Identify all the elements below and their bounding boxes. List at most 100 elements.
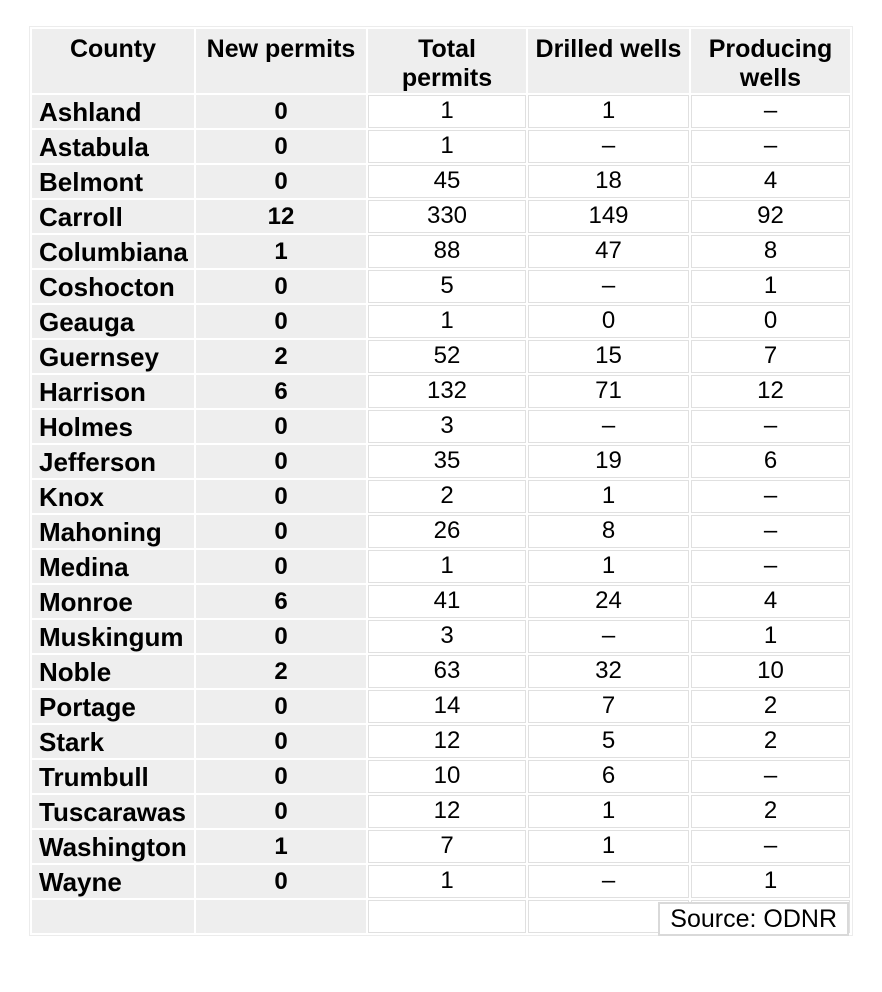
producing-wells-cell: 1 (691, 865, 850, 898)
header-row: County New permits Total permits Drilled… (32, 29, 850, 93)
drilled-wells-cell: 15 (528, 340, 689, 373)
table-row: Holmes 0 3– – (32, 410, 850, 443)
table-row: Tuscarawas 0 12 1 2 (32, 795, 850, 828)
table-row: Portage 0 14 7 2 (32, 690, 850, 723)
new-permits-cell: 6 (196, 585, 366, 618)
county-cell: Washington (32, 830, 194, 863)
col-header-drilled-wells: Drilled wells (528, 29, 689, 93)
new-permits-cell: 0 (196, 795, 366, 828)
permits-table: County New permits Total permits Drilled… (29, 26, 853, 936)
source-note: Source: ODNR (658, 902, 849, 936)
county-cell: Mahoning (32, 515, 194, 548)
total-permits-cell: 45 (368, 165, 526, 198)
table-row: Astabula 0 1– – (32, 130, 850, 163)
total-permits-cell: 1 (368, 95, 526, 128)
drilled-wells-cell: 8 (528, 515, 689, 548)
county-cell: Trumbull (32, 760, 194, 793)
total-permits-cell: 14 (368, 690, 526, 723)
county-cell: Tuscarawas (32, 795, 194, 828)
drilled-wells-cell: 7 (528, 690, 689, 723)
producing-wells-cell: 7 (691, 340, 850, 373)
table-row: Carroll 12 330 149 92 (32, 200, 850, 233)
total-permits-cell: 330 (368, 200, 526, 233)
drilled-wells-cell: 1 (528, 550, 689, 583)
total-permits-cell: 41 (368, 585, 526, 618)
total-permits-cell: 26 (368, 515, 526, 548)
county-cell: Muskingum (32, 620, 194, 653)
drilled-wells-cell: 71 (528, 375, 689, 408)
county-cell: Stark (32, 725, 194, 758)
total-permits-cell: 88 (368, 235, 526, 268)
total-permits-cell: 1 (368, 130, 526, 163)
total-permits-cell: 1 (368, 305, 526, 338)
drilled-wells-cell: 47 (528, 235, 689, 268)
producing-wells-cell: 1 (691, 270, 850, 303)
table-header: County New permits Total permits Drilled… (32, 29, 850, 93)
new-permits-cell: 0 (196, 620, 366, 653)
drilled-wells-cell: – (528, 270, 689, 303)
drilled-wells-cell: 19 (528, 445, 689, 478)
footer-cell-total-permits (368, 900, 526, 933)
new-permits-cell: 1 (196, 830, 366, 863)
new-permits-cell: 0 (196, 410, 366, 443)
producing-wells-cell: 2 (691, 725, 850, 758)
new-permits-cell: 0 (196, 865, 366, 898)
producing-wells-cell: – (691, 130, 850, 163)
total-permits-cell: 132 (368, 375, 526, 408)
table-row: Trumbull 0 10 6– (32, 760, 850, 793)
producing-wells-cell: 10 (691, 655, 850, 688)
new-permits-cell: 0 (196, 725, 366, 758)
new-permits-cell: 0 (196, 95, 366, 128)
new-permits-cell: 0 (196, 270, 366, 303)
table-body: Ashland 0 1 1– Astabula 0 1– – Belmont 0 45 18 4 Carr… (32, 95, 850, 898)
drilled-wells-cell: 1 (528, 830, 689, 863)
producing-wells-cell: – (691, 480, 850, 513)
table-row: Washington 1 7 1– (32, 830, 850, 863)
total-permits-cell: 2 (368, 480, 526, 513)
permits-table-wrap: County New permits Total permits Drilled… (29, 26, 853, 936)
table-row: Ashland 0 1 1– (32, 95, 850, 128)
drilled-wells-cell: – (528, 620, 689, 653)
county-cell: Geauga (32, 305, 194, 338)
county-cell: Guernsey (32, 340, 194, 373)
footer-cell-new-permits (196, 900, 366, 933)
drilled-wells-cell: 18 (528, 165, 689, 198)
new-permits-cell: 1 (196, 235, 366, 268)
table-row: Medina 0 1 1– (32, 550, 850, 583)
table-row: Coshocton 0 5–1 (32, 270, 850, 303)
county-cell: Coshocton (32, 270, 194, 303)
table-row: Knox 0 2 1– (32, 480, 850, 513)
producing-wells-cell: 2 (691, 690, 850, 723)
drilled-wells-cell: 1 (528, 795, 689, 828)
total-permits-cell: 12 (368, 795, 526, 828)
table-row: Jefferson 0 35 19 6 (32, 445, 850, 478)
total-permits-cell: 5 (368, 270, 526, 303)
drilled-wells-cell: 1 (528, 480, 689, 513)
producing-wells-cell: – (691, 760, 850, 793)
county-cell: Harrison (32, 375, 194, 408)
total-permits-cell: 1 (368, 865, 526, 898)
table-row: Geauga 0 1 0 0 (32, 305, 850, 338)
county-cell: Noble (32, 655, 194, 688)
producing-wells-cell: – (691, 410, 850, 443)
table-row: Guernsey 2 52 15 7 (32, 340, 850, 373)
total-permits-cell: 7 (368, 830, 526, 863)
drilled-wells-cell: 1 (528, 95, 689, 128)
footer-cell-county (32, 900, 194, 933)
county-cell: Astabula (32, 130, 194, 163)
table-row: Harrison 6 132 71 12 (32, 375, 850, 408)
col-header-producing-wells: Producing wells (691, 29, 850, 93)
county-cell: Monroe (32, 585, 194, 618)
table-row: Mahoning 0 26 8– (32, 515, 850, 548)
table-row: Muskingum 0 3–1 (32, 620, 850, 653)
producing-wells-cell: – (691, 515, 850, 548)
drilled-wells-cell: 6 (528, 760, 689, 793)
producing-wells-cell: 0 (691, 305, 850, 338)
drilled-wells-cell: – (528, 410, 689, 443)
drilled-wells-cell: 0 (528, 305, 689, 338)
county-cell: Wayne (32, 865, 194, 898)
table-row: Noble 2 63 32 10 (32, 655, 850, 688)
new-permits-cell: 0 (196, 760, 366, 793)
drilled-wells-cell: 24 (528, 585, 689, 618)
table-row: Belmont 0 45 18 4 (32, 165, 850, 198)
